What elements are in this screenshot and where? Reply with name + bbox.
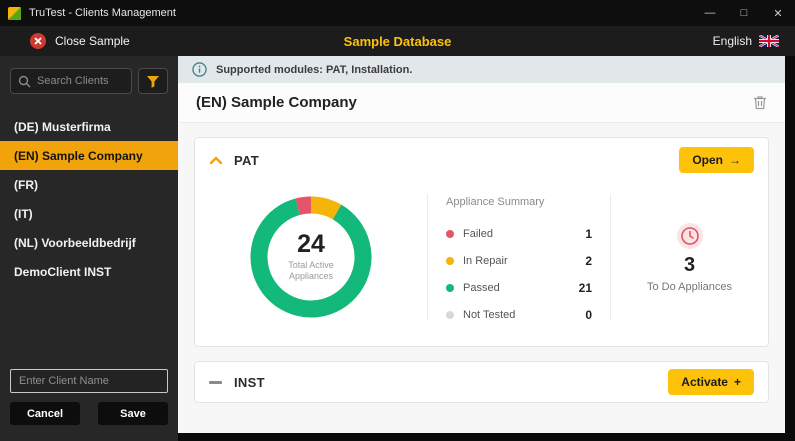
inst-section-header: INST Activate + (195, 362, 768, 402)
main-content: Supported modules: PAT, Installation. (E… (178, 56, 785, 433)
legend-label: Failed (463, 227, 493, 240)
legend-dot (446, 283, 454, 292)
divider (610, 194, 611, 320)
donut-center: 24 Total Active Appliances (246, 192, 376, 322)
search-row (0, 56, 178, 104)
info-banner: Supported modules: PAT, Installation. (178, 56, 785, 83)
collapse-pat-button[interactable] (209, 155, 223, 165)
database-title: Sample Database (343, 33, 452, 49)
activate-inst-button[interactable]: Activate + (668, 369, 754, 395)
close-sample-label: Close Sample (55, 34, 130, 48)
maximize-button[interactable]: □ (740, 7, 748, 19)
language-label: English (712, 34, 752, 48)
cancel-button[interactable]: Cancel (10, 402, 80, 425)
trash-icon (754, 96, 766, 110)
client-name-input[interactable] (10, 369, 168, 393)
todo-label: To Do Appliances (647, 280, 732, 293)
donut-chart-wrap: 24 Total Active Appliances (195, 186, 427, 328)
open-pat-button[interactable]: Open → (679, 147, 754, 173)
client-list-item[interactable]: (FR) (14, 177, 38, 192)
client-list-item[interactable]: (NL) Voorbeeldbedrijf (14, 235, 136, 250)
client-list-item[interactable]: (EN) Sample Company (0, 141, 178, 170)
legend-value: 0 (585, 307, 592, 322)
delete-client-button[interactable] (753, 95, 767, 110)
legend-row-in-repair: In Repair 2 (446, 247, 592, 274)
legend-row-not-tested: Not Tested 0 (446, 301, 592, 328)
activate-button-label: Activate (681, 375, 728, 389)
language-selector[interactable]: English (713, 34, 779, 48)
legend-dot (446, 229, 454, 238)
legend-label: Not Tested (463, 308, 516, 321)
todo-count: 3 (683, 253, 696, 276)
legend-label: In Repair (463, 254, 508, 267)
title-bar: TruTest - Clients Management — □ ✕ (0, 0, 795, 26)
chevron-up-icon (209, 155, 223, 164)
arrow-right-icon: → (729, 153, 741, 167)
legend-value: 2 (585, 253, 592, 268)
pat-section-header: PAT Open → (195, 138, 768, 182)
legend-value: 1 (585, 226, 592, 241)
save-button[interactable]: Save (98, 402, 168, 425)
search-box (10, 68, 132, 94)
appliance-summary-title: Appliance Summary (446, 196, 545, 208)
app-icon (8, 6, 21, 20)
legend-row-passed: Passed 21 (446, 274, 592, 301)
inst-card: INST Activate + (194, 361, 769, 403)
legend-dot (446, 256, 454, 265)
legend-label: Passed (463, 281, 500, 294)
inst-section-title: INST (234, 374, 265, 390)
donut-chart-svg (250, 196, 372, 318)
uk-flag-icon (759, 35, 779, 47)
clock-icon (676, 222, 704, 250)
info-banner-text: Supported modules: PAT, Installation. (216, 63, 413, 76)
client-list: (DE) Musterfirma (EN) Sample Company (FR… (0, 112, 178, 286)
minus-icon (209, 380, 222, 384)
close-button[interactable]: ✕ (773, 7, 783, 20)
plus-icon: + (733, 375, 741, 389)
appliance-summary: Appliance Summary Failed 1 In Repair 2 (428, 186, 610, 328)
client-list-item[interactable]: DemoClient INST (14, 264, 112, 279)
page-title: (EN) Sample Company (196, 94, 357, 111)
legend-row-failed: Failed 1 (446, 220, 592, 247)
pat-body: 24 Total Active Appliances Appliance Sum… (195, 182, 768, 346)
minimize-button[interactable]: — (704, 7, 716, 19)
legend-value: 21 (578, 280, 592, 295)
donut-chart: 24 Total Active Appliances (246, 192, 376, 322)
close-sample-button[interactable]: Close Sample (30, 33, 130, 49)
pat-card: PAT Open → 24 Tot (194, 137, 769, 347)
open-button-label: Open (692, 153, 723, 167)
app-header: Close Sample Sample Database English (0, 26, 795, 56)
new-client-form: Cancel Save (0, 369, 178, 441)
divider (427, 194, 428, 320)
window-controls: — □ ✕ (693, 0, 795, 26)
window-title: TruTest - Clients Management (29, 7, 176, 19)
close-sample-icon (30, 33, 46, 49)
filter-funnel-icon (146, 75, 160, 88)
company-heading-row: (EN) Sample Company (178, 83, 785, 123)
pat-section-title: PAT (234, 152, 259, 168)
info-icon (192, 62, 207, 77)
total-active-label: Total Active Appliances (288, 259, 334, 281)
legend-dot (446, 310, 454, 319)
filter-button[interactable] (138, 68, 168, 94)
expand-inst-button[interactable] (209, 380, 222, 384)
client-sidebar: (DE) Musterfirma (EN) Sample Company (FR… (0, 56, 178, 441)
client-list-item[interactable]: (DE) Musterfirma (14, 119, 111, 134)
search-input[interactable] (10, 68, 132, 94)
total-active-value: 24 (297, 229, 325, 258)
search-icon (18, 75, 31, 93)
todo-appliances: 3 To Do Appliances (611, 186, 768, 328)
client-list-item[interactable]: (IT) (14, 206, 33, 221)
